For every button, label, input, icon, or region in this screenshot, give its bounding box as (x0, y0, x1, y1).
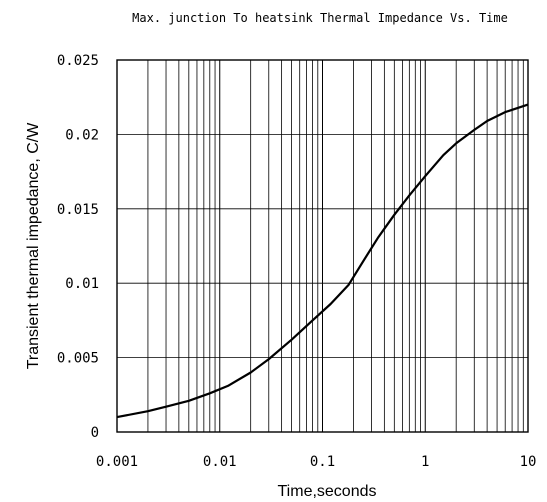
grid-layer (117, 60, 528, 432)
x-axis-label: Time,seconds (278, 483, 377, 500)
y-tick-label: 0.025 (57, 53, 99, 69)
x-tick-label: 0.001 (96, 454, 138, 470)
y-tick-label: 0 (91, 425, 99, 441)
x-tick-label: 1 (421, 454, 429, 470)
x-tick-label: 10 (520, 454, 537, 470)
y-tick-label: 0.005 (57, 351, 99, 367)
y-tick-label: 0.015 (57, 202, 99, 218)
y-tick-label: 0.02 (65, 127, 99, 143)
x-tick-label: 0.01 (203, 454, 237, 470)
y-tick-label: 0.01 (65, 276, 99, 292)
data-layer (116, 103, 529, 419)
series-line (116, 103, 529, 419)
x-tick-label: 0.1 (310, 454, 335, 470)
x-tick-labels: 0.001 0.01 0.1 1 10 (96, 454, 537, 470)
y-tick-labels: 0 0.005 0.01 0.015 0.02 0.025 (57, 53, 99, 441)
chart-title: Max. junction To heatsink Thermal Impeda… (132, 11, 508, 25)
y-axis-label: Transient thermal impedance, C/W (25, 122, 42, 370)
plot-frame (116, 59, 529, 433)
